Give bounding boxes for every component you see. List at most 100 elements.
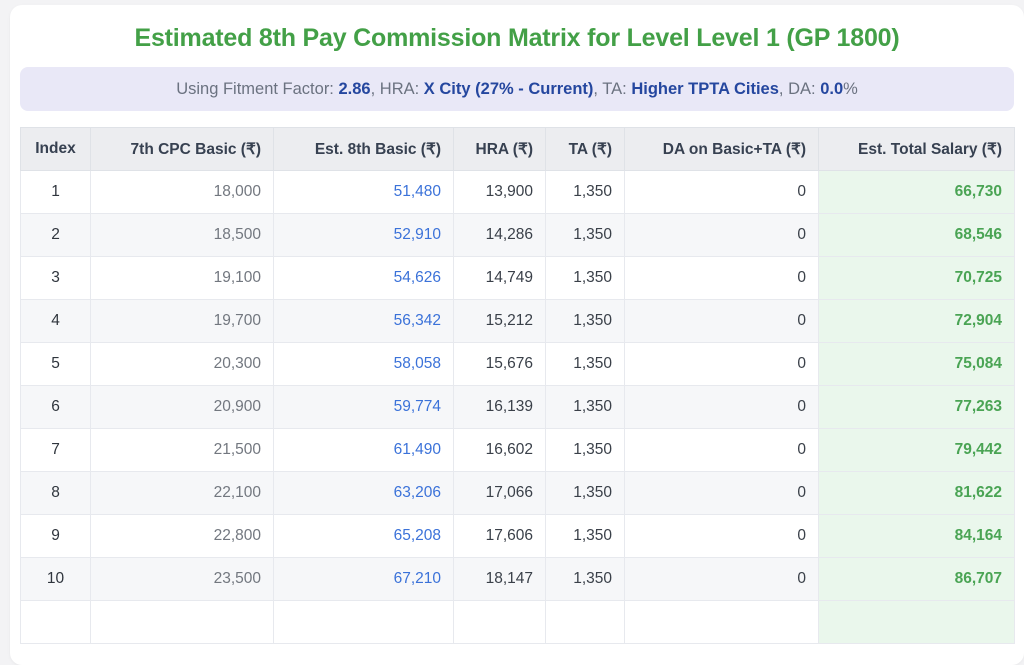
cell-total-salary: 79,442	[818, 428, 1015, 472]
cell-hra: 16,139	[453, 385, 546, 429]
cell-7th-cpc-basic: 20,900	[90, 385, 274, 429]
cell-est-8th-basic: 63,206	[273, 471, 454, 515]
da-percent-suffix: %	[843, 79, 858, 98]
cell-7th-cpc-basic	[90, 600, 274, 644]
cell-total-salary	[818, 600, 1015, 644]
cell-total-salary: 75,084	[818, 342, 1015, 386]
cell-est-8th-basic: 58,058	[273, 342, 454, 386]
cell-index: 9	[20, 514, 91, 558]
table-header: Index 7th CPC Basic (₹) Est. 8th Basic (…	[20, 127, 1015, 171]
table-body: 1 18,000 51,480 13,900 1,350 0 66,730 2 …	[20, 170, 1015, 644]
table-row: 8 22,100 63,206 17,066 1,350 0 81,622	[20, 471, 1015, 515]
table-row: 7 21,500 61,490 16,602 1,350 0 79,442	[20, 428, 1015, 472]
cell-hra: 17,606	[453, 514, 546, 558]
cell-index: 8	[20, 471, 91, 515]
cell-est-8th-basic: 67,210	[273, 557, 454, 601]
cell-7th-cpc-basic: 21,500	[90, 428, 274, 472]
cell-hra: 14,749	[453, 256, 546, 300]
da-label: , DA:	[778, 79, 821, 98]
cell-7th-cpc-basic: 22,100	[90, 471, 274, 515]
cell-est-8th-basic	[273, 600, 454, 644]
col-header-index: Index	[20, 127, 91, 171]
table-row: 5 20,300 58,058 15,676 1,350 0 75,084	[20, 342, 1015, 386]
cell-da: 0	[624, 213, 819, 257]
cell-ta: 1,350	[545, 385, 625, 429]
cell-da	[624, 600, 819, 644]
cell-index: 3	[20, 256, 91, 300]
cell-est-8th-basic: 54,626	[273, 256, 454, 300]
table-row: 6 20,900 59,774 16,139 1,350 0 77,263	[20, 385, 1015, 429]
cell-7th-cpc-basic: 18,000	[90, 170, 274, 214]
hra-value: X City (27% - Current)	[423, 79, 594, 98]
cell-ta: 1,350	[545, 170, 625, 214]
cell-total-salary: 68,546	[818, 213, 1015, 257]
table-row: 10 23,500 67,210 18,147 1,350 0 86,707	[20, 557, 1015, 601]
cell-index: 1	[20, 170, 91, 214]
cell-index	[20, 600, 91, 644]
col-header-ta: TA (₹)	[545, 127, 625, 171]
cell-est-8th-basic: 65,208	[273, 514, 454, 558]
cell-da: 0	[624, 514, 819, 558]
hra-label: , HRA:	[370, 79, 424, 98]
cell-index: 2	[20, 213, 91, 257]
table-row: 3 19,100 54,626 14,749 1,350 0 70,725	[20, 256, 1015, 300]
cell-hra: 16,602	[453, 428, 546, 472]
cell-total-salary: 86,707	[818, 557, 1015, 601]
fitment-factor-label: Using Fitment Factor:	[176, 79, 339, 98]
table-row: 4 19,700 56,342 15,212 1,350 0 72,904	[20, 299, 1015, 343]
cell-da: 0	[624, 170, 819, 214]
cell-est-8th-basic: 61,490	[273, 428, 454, 472]
cell-ta: 1,350	[545, 256, 625, 300]
parameters-bar: Using Fitment Factor: 2.86, HRA: X City …	[20, 67, 1014, 111]
table-row-partial	[20, 600, 1015, 644]
cell-hra: 14,286	[453, 213, 546, 257]
fitment-factor-value: 2.86	[338, 79, 371, 98]
cell-index: 5	[20, 342, 91, 386]
header-row: Index 7th CPC Basic (₹) Est. 8th Basic (…	[20, 127, 1015, 171]
col-header-da-on-basic-ta: DA on Basic+TA (₹)	[624, 127, 819, 171]
cell-7th-cpc-basic: 20,300	[90, 342, 274, 386]
table-row: 2 18,500 52,910 14,286 1,350 0 68,546	[20, 213, 1015, 257]
cell-hra: 15,676	[453, 342, 546, 386]
ta-value: Higher TPTA Cities	[631, 79, 779, 98]
col-header-7th-cpc-basic: 7th CPC Basic (₹)	[90, 127, 274, 171]
cell-ta: 1,350	[545, 471, 625, 515]
cell-da: 0	[624, 471, 819, 515]
cell-total-salary: 81,622	[818, 471, 1015, 515]
cell-7th-cpc-basic: 18,500	[90, 213, 274, 257]
cell-da: 0	[624, 342, 819, 386]
cell-ta: 1,350	[545, 428, 625, 472]
cell-7th-cpc-basic: 19,100	[90, 256, 274, 300]
cell-7th-cpc-basic: 23,500	[90, 557, 274, 601]
table-row: 1 18,000 51,480 13,900 1,350 0 66,730	[20, 170, 1015, 214]
cell-7th-cpc-basic: 19,700	[90, 299, 274, 343]
cell-total-salary: 70,725	[818, 256, 1015, 300]
cell-hra: 18,147	[453, 557, 546, 601]
cell-total-salary: 72,904	[818, 299, 1015, 343]
cell-hra: 17,066	[453, 471, 546, 515]
cell-est-8th-basic: 51,480	[273, 170, 454, 214]
page-title: Estimated 8th Pay Commission Matrix for …	[134, 24, 900, 52]
cell-ta: 1,350	[545, 299, 625, 343]
cell-index: 7	[20, 428, 91, 472]
cell-index: 10	[20, 557, 91, 601]
cell-ta	[545, 600, 625, 644]
cell-total-salary: 77,263	[818, 385, 1015, 429]
cell-total-salary: 84,164	[818, 514, 1015, 558]
cell-ta: 1,350	[545, 557, 625, 601]
cell-hra	[453, 600, 546, 644]
ta-label: , TA:	[593, 79, 632, 98]
cell-index: 6	[20, 385, 91, 429]
pay-matrix-table: Index 7th CPC Basic (₹) Est. 8th Basic (…	[20, 127, 1015, 644]
cell-ta: 1,350	[545, 514, 625, 558]
da-value: 0.0	[820, 79, 844, 98]
cell-est-8th-basic: 52,910	[273, 213, 454, 257]
cell-ta: 1,350	[545, 213, 625, 257]
cell-da: 0	[624, 428, 819, 472]
cell-est-8th-basic: 59,774	[273, 385, 454, 429]
cell-ta: 1,350	[545, 342, 625, 386]
col-header-est-total-salary: Est. Total Salary (₹)	[818, 127, 1015, 171]
cell-da: 0	[624, 256, 819, 300]
cell-da: 0	[624, 299, 819, 343]
cell-hra: 15,212	[453, 299, 546, 343]
